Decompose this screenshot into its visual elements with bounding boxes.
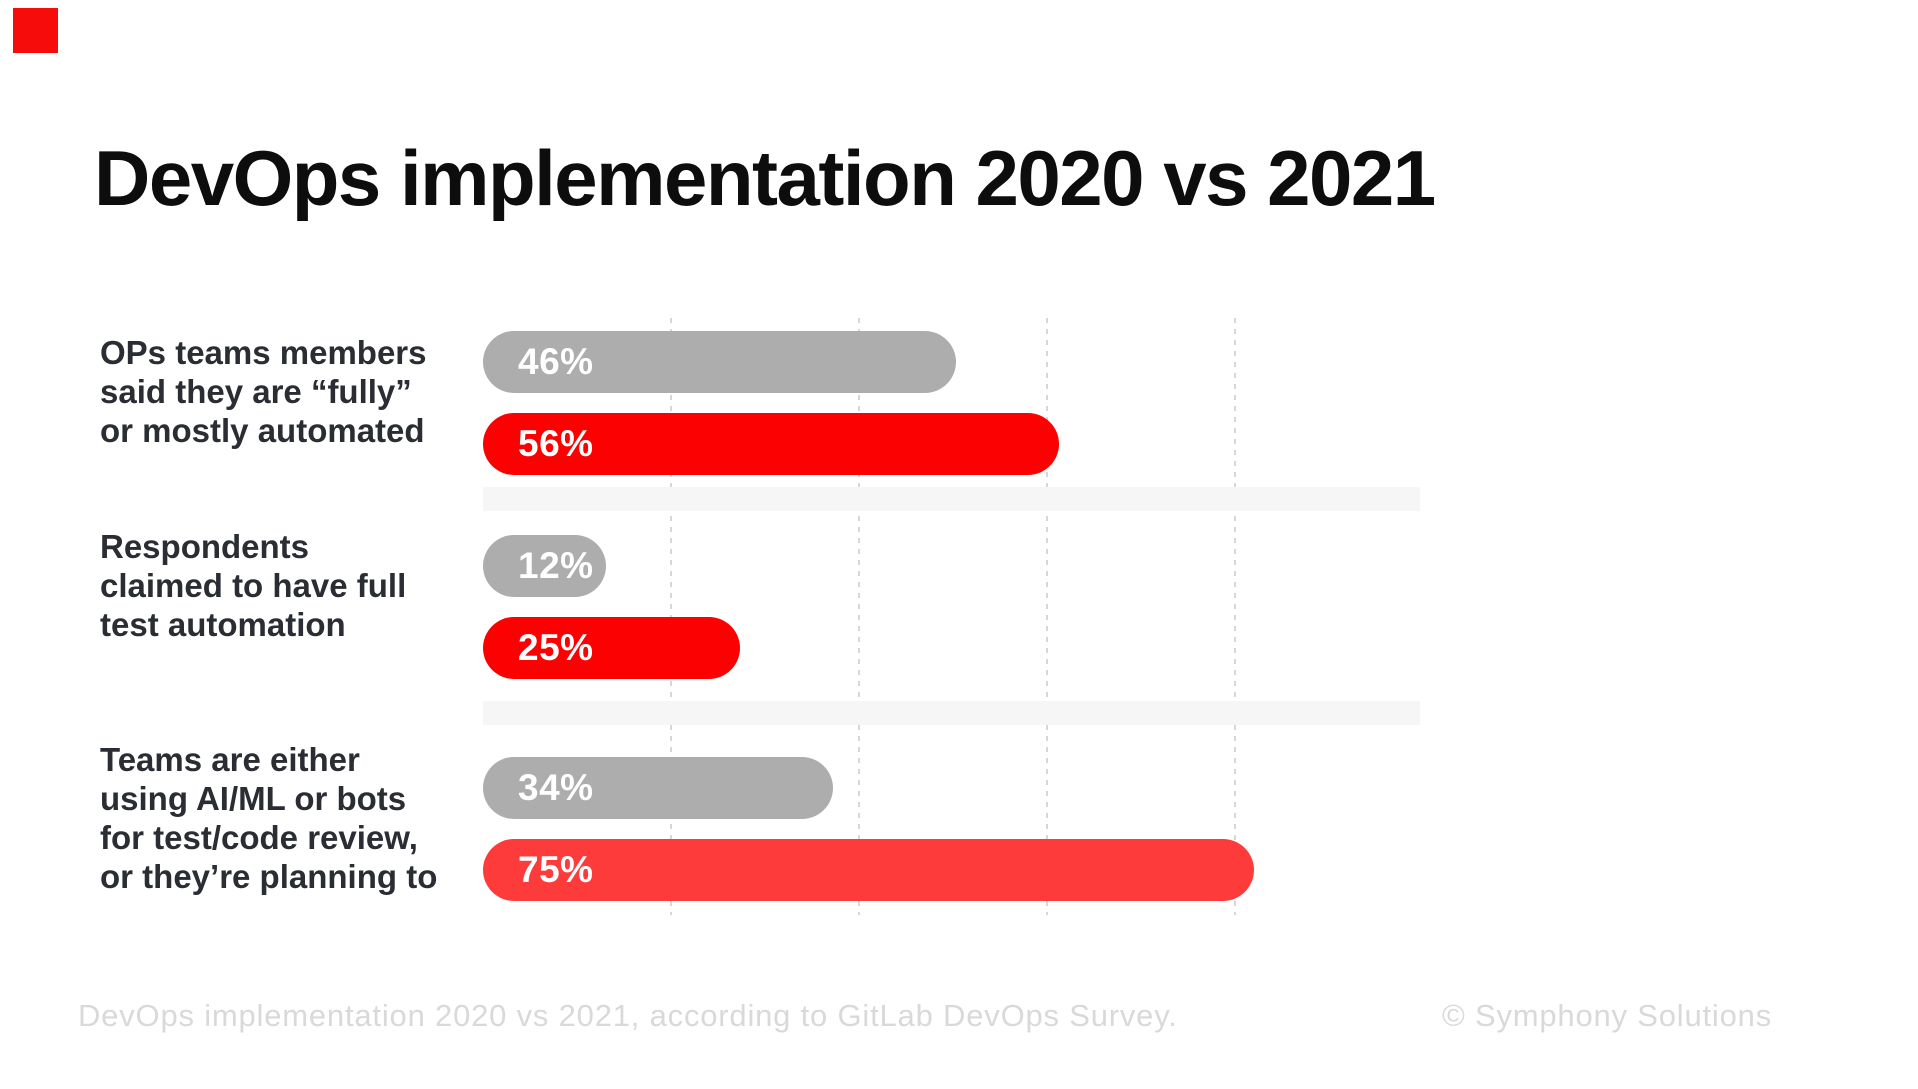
category-label-line: OPs teams members: [100, 334, 427, 371]
bar-value-label: 25%: [518, 627, 594, 668]
gridline: [1046, 318, 1048, 915]
bar-value-label: 34%: [518, 767, 594, 808]
bar-2020: 46%: [483, 331, 956, 393]
category-label-line: Teams are either: [100, 741, 360, 778]
category-label: OPs teams members said they are “fully” or…: [100, 333, 480, 450]
footer-copyright: © Symphony Solutions: [1441, 998, 1772, 1033]
bar-2021: 56%: [483, 413, 1059, 475]
bar-value-label: 75%: [518, 849, 594, 890]
category-label-line: said they are “fully”: [100, 373, 412, 410]
category-label-line: or they’re planning to: [100, 858, 438, 895]
bar-value-label: 46%: [518, 341, 594, 382]
row-separator-band: [483, 487, 1420, 511]
category-label-line: using AI/ML or bots: [100, 780, 407, 817]
category-label-line: claimed to have full: [100, 567, 407, 604]
category-label-line: for test/code review,: [100, 819, 418, 856]
category-label: Respondents claimed to have full test auto…: [100, 527, 480, 644]
bar-2021: 25%: [483, 617, 740, 679]
category-label-line: Respondents: [100, 528, 310, 565]
gridline: [670, 318, 672, 915]
footer-caption: DevOps implementation 2020 vs 2021, acco…: [78, 998, 1178, 1033]
category-label: Teams are either using AI/ML or bots for t…: [100, 740, 480, 896]
bar-2020: 34%: [483, 757, 833, 819]
gridline: [858, 318, 860, 915]
brand-logo-square: [13, 8, 58, 53]
bar-value-label: 56%: [518, 423, 594, 464]
category-label-line: or mostly automated: [100, 412, 425, 449]
bar-value-label: 12%: [518, 545, 594, 586]
chart-title: DevOps implementation 2020 vs 2021: [94, 134, 1436, 222]
category-label-line: test automation: [100, 606, 346, 643]
bar-2020: 12%: [483, 535, 606, 597]
bar-2021: 75%: [483, 839, 1254, 901]
row-separator-band: [483, 701, 1420, 725]
gridline: [1234, 318, 1236, 915]
